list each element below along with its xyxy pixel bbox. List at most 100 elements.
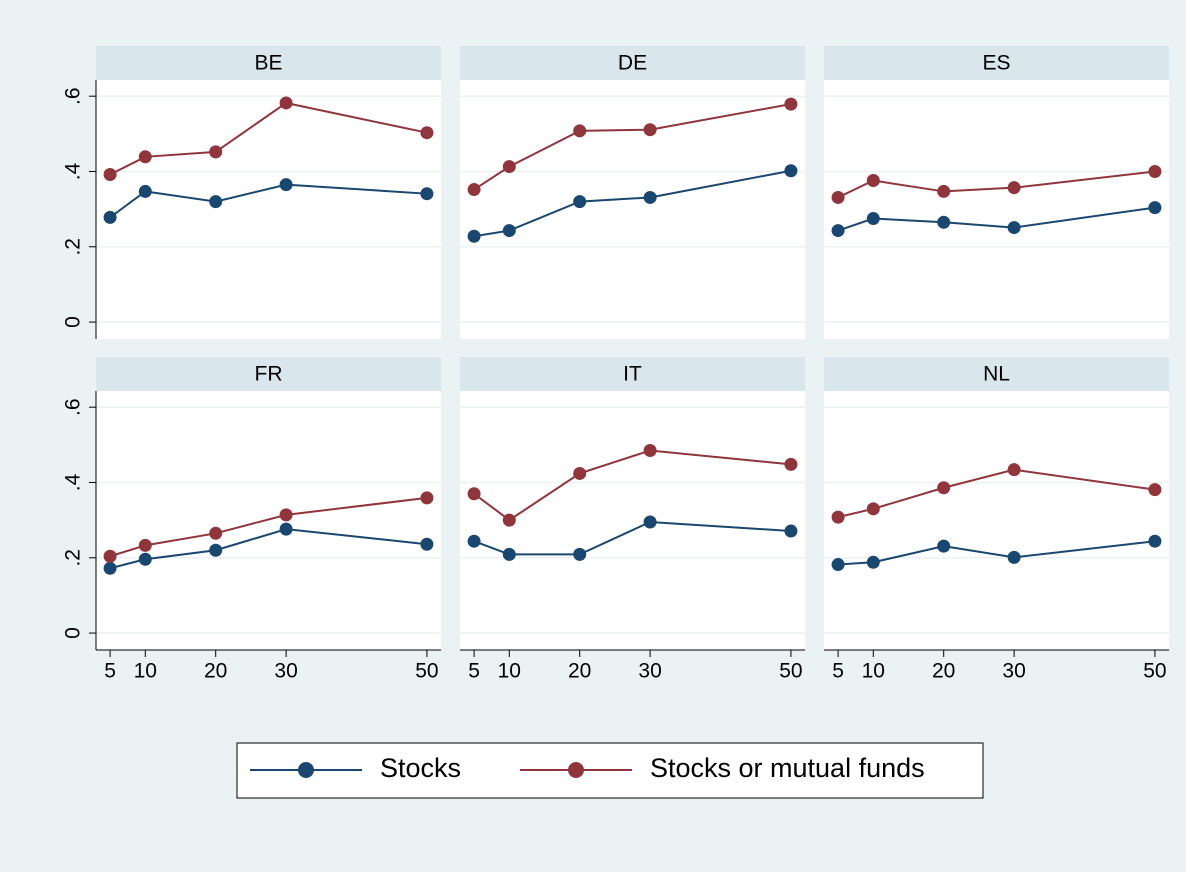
- data-point: [573, 124, 587, 138]
- data-point: [502, 224, 516, 238]
- legend-marker: [298, 762, 314, 778]
- data-point: [103, 549, 117, 563]
- data-point: [866, 502, 880, 516]
- plot-area: [824, 80, 1169, 339]
- data-point: [937, 539, 951, 553]
- plot-area: [824, 391, 1169, 650]
- y-tick-label: .6: [62, 398, 85, 416]
- data-point: [467, 183, 481, 197]
- data-point: [209, 195, 223, 209]
- panel-header: [824, 46, 1169, 80]
- y-tick-label: .2: [62, 549, 85, 567]
- panel-title: FR: [255, 363, 283, 386]
- data-point: [502, 160, 516, 174]
- data-point: [1148, 201, 1162, 215]
- panel-header: [460, 357, 805, 391]
- x-tick-label: 10: [498, 660, 521, 683]
- data-point: [866, 174, 880, 188]
- x-tick-label: 20: [932, 660, 955, 683]
- y-tick-label: .2: [62, 238, 85, 256]
- data-point: [279, 522, 293, 536]
- data-point: [1007, 221, 1021, 235]
- x-tick-label: 5: [832, 660, 844, 683]
- data-point: [1007, 463, 1021, 477]
- panel-header: [824, 357, 1169, 391]
- data-point: [937, 184, 951, 198]
- data-point: [831, 558, 845, 572]
- legend-label: Stocks: [380, 753, 461, 783]
- data-point: [209, 543, 223, 557]
- x-tick-label: 20: [204, 660, 227, 683]
- data-point: [103, 561, 117, 575]
- panel-header: [96, 46, 441, 80]
- legend-label: Stocks or mutual funds: [650, 753, 925, 783]
- x-tick-label: 5: [468, 660, 480, 683]
- x-tick-label: 30: [274, 660, 297, 683]
- data-point: [138, 150, 152, 164]
- data-point: [831, 224, 845, 238]
- x-tick-label: 30: [1002, 660, 1025, 683]
- data-point: [831, 510, 845, 524]
- data-point: [866, 212, 880, 226]
- data-point: [937, 215, 951, 229]
- data-point: [420, 537, 434, 551]
- data-point: [502, 513, 516, 527]
- x-tick-label: 5: [104, 660, 116, 683]
- data-point: [1007, 550, 1021, 564]
- data-point: [784, 457, 798, 471]
- y-tick-label: 0: [62, 316, 85, 328]
- data-point: [643, 443, 657, 457]
- data-point: [831, 190, 845, 204]
- data-point: [467, 229, 481, 243]
- data-point: [643, 123, 657, 137]
- data-point: [279, 508, 293, 522]
- panel-title: ES: [982, 52, 1010, 75]
- data-point: [573, 466, 587, 480]
- data-point: [784, 524, 798, 538]
- data-point: [209, 145, 223, 159]
- y-tick-label: 0: [62, 627, 85, 639]
- data-point: [138, 184, 152, 198]
- y-tick-label: .4: [62, 473, 85, 491]
- data-point: [138, 538, 152, 552]
- data-point: [279, 178, 293, 192]
- data-point: [279, 96, 293, 110]
- data-point: [1148, 164, 1162, 178]
- data-point: [1007, 181, 1021, 195]
- data-point: [573, 547, 587, 561]
- panel-title: IT: [623, 363, 642, 386]
- x-tick-label: 50: [415, 660, 438, 683]
- x-tick-label: 50: [1143, 660, 1166, 683]
- panel-title: DE: [618, 52, 647, 75]
- data-point: [1148, 483, 1162, 497]
- panel-header: [460, 46, 805, 80]
- data-point: [866, 555, 880, 569]
- plot-area: [460, 80, 805, 339]
- data-point: [573, 195, 587, 209]
- data-point: [209, 526, 223, 540]
- data-point: [138, 552, 152, 566]
- data-point: [467, 534, 481, 548]
- data-point: [784, 97, 798, 111]
- x-tick-label: 50: [779, 660, 802, 683]
- y-tick-label: .6: [62, 87, 85, 105]
- data-point: [937, 481, 951, 495]
- data-point: [643, 515, 657, 529]
- x-tick-label: 30: [638, 660, 661, 683]
- legend-marker: [568, 762, 584, 778]
- x-tick-label: 10: [134, 660, 157, 683]
- panel-title: BE: [254, 52, 282, 75]
- data-point: [502, 547, 516, 561]
- x-tick-label: 20: [568, 660, 591, 683]
- panel-title: NL: [983, 363, 1010, 386]
- data-point: [420, 187, 434, 201]
- data-point: [643, 190, 657, 204]
- data-point: [1148, 534, 1162, 548]
- x-tick-label: 10: [862, 660, 885, 683]
- data-point: [467, 487, 481, 501]
- y-tick-label: .4: [62, 162, 85, 180]
- data-point: [420, 491, 434, 505]
- data-point: [103, 167, 117, 181]
- panel-header: [96, 357, 441, 391]
